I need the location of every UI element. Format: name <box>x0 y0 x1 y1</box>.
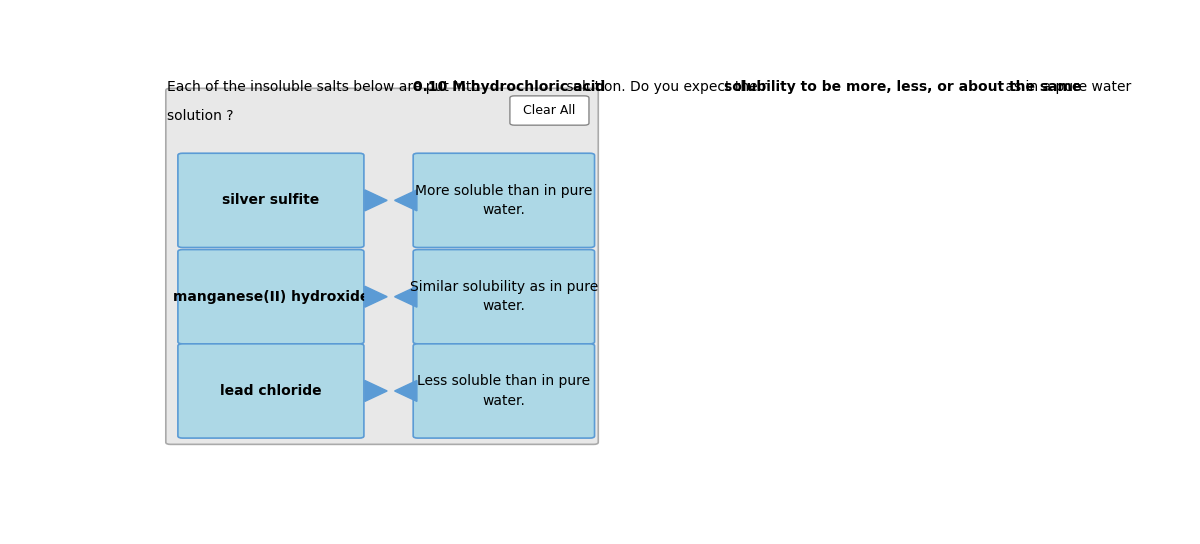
FancyBboxPatch shape <box>413 250 594 344</box>
Polygon shape <box>365 190 388 211</box>
Text: 0.10 M hydrochloric acid: 0.10 M hydrochloric acid <box>413 80 605 94</box>
FancyBboxPatch shape <box>178 344 364 438</box>
FancyBboxPatch shape <box>413 344 594 438</box>
Polygon shape <box>395 286 416 307</box>
Text: Less soluble than in pure
water.: Less soluble than in pure water. <box>418 374 590 407</box>
FancyBboxPatch shape <box>510 96 589 125</box>
Polygon shape <box>365 286 388 307</box>
Text: Each of the insoluble salts below are put into: Each of the insoluble salts below are pu… <box>167 80 484 94</box>
Text: as in a pure water: as in a pure water <box>1001 80 1132 94</box>
FancyBboxPatch shape <box>166 88 599 444</box>
Text: silver sulfite: silver sulfite <box>222 193 319 207</box>
Text: solution ?: solution ? <box>167 109 233 123</box>
Text: More soluble than in pure
water.: More soluble than in pure water. <box>415 184 593 217</box>
Text: lead chloride: lead chloride <box>220 384 322 398</box>
FancyBboxPatch shape <box>178 250 364 344</box>
FancyBboxPatch shape <box>178 153 364 248</box>
Polygon shape <box>395 380 416 401</box>
FancyBboxPatch shape <box>413 153 594 248</box>
Text: Clear All: Clear All <box>523 104 576 117</box>
Text: solubility to be more, less, or about the same: solubility to be more, less, or about th… <box>724 80 1081 94</box>
Text: manganese(II) hydroxide: manganese(II) hydroxide <box>173 290 370 304</box>
Text: Similar solubility as in pure
water.: Similar solubility as in pure water. <box>409 280 598 313</box>
Polygon shape <box>395 190 416 211</box>
Text: solution. Do you expect their: solution. Do you expect their <box>562 80 772 94</box>
Polygon shape <box>365 380 388 401</box>
